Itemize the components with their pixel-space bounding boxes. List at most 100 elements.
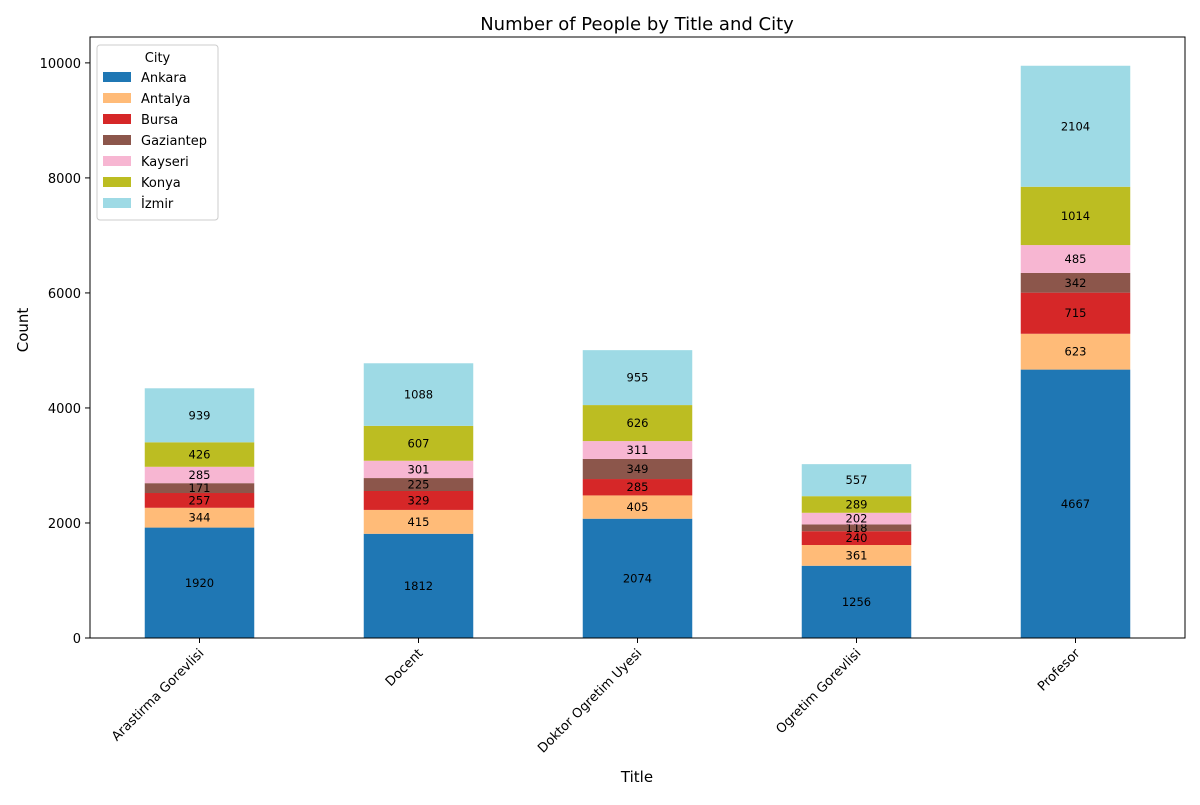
legend-entry-label: Kayseri — [141, 155, 189, 170]
bar-segment — [363, 425, 474, 461]
bar-data-label: 344 — [189, 511, 211, 525]
bar-data-label: 2074 — [623, 571, 652, 585]
bar-data-label: 485 — [1065, 252, 1087, 266]
bar-data-label: 955 — [627, 371, 649, 385]
legend-entry-label: Antalya — [141, 92, 190, 107]
legend-entry-label: İzmir — [141, 196, 174, 212]
bar-data-label: 715 — [1065, 306, 1087, 320]
bar-segment — [144, 442, 255, 467]
bar-segment — [1020, 333, 1131, 370]
y-tick-label: 4000 — [48, 402, 81, 417]
legend-swatch — [103, 72, 131, 82]
bar-segment — [801, 531, 912, 546]
bar-data-label: 285 — [189, 468, 211, 482]
x-axis-label: Title — [620, 768, 653, 786]
bar-segment — [363, 478, 474, 491]
bar-data-label: 1812 — [404, 579, 433, 593]
bar-data-label: 225 — [408, 478, 430, 492]
bar-data-label: 301 — [408, 462, 430, 476]
legend-box — [96, 44, 219, 221]
bar-data-label: 257 — [189, 493, 211, 507]
bar-segment — [801, 545, 912, 566]
bar-segment — [1020, 186, 1131, 246]
bar-segment — [1020, 369, 1131, 638]
legend-entry-label: Bursa — [141, 113, 178, 128]
bar-segment — [144, 527, 255, 638]
bar-segment — [144, 507, 255, 528]
bar-data-label: 626 — [627, 416, 649, 430]
bar-segment — [144, 493, 255, 508]
y-tick-label: 6000 — [48, 287, 81, 302]
bar-segment — [801, 496, 912, 513]
legend-title: City — [145, 51, 171, 66]
legend-entry-label: Gaziantep — [141, 134, 207, 149]
bar-data-label: 202 — [846, 512, 868, 526]
bar-segment — [582, 495, 693, 519]
bar-data-label: 1014 — [1061, 209, 1090, 223]
y-tick-label: 0 — [73, 632, 81, 647]
bar-segment — [801, 464, 912, 497]
bar-segment — [801, 565, 912, 638]
x-tick-label: Doktor Ogretim Uyesi — [535, 646, 645, 756]
bar-data-label: 342 — [1065, 276, 1087, 290]
bar-segment — [582, 458, 693, 480]
bar-data-label: 171 — [189, 481, 211, 495]
legend: City Ankara Antalya Bursa Gaziantep Kayseri Ko… — [96, 44, 219, 221]
bar-data-label: 349 — [627, 462, 649, 476]
bar-segment — [363, 509, 474, 534]
bar-segment — [1020, 245, 1131, 273]
bar-data-label: 939 — [189, 408, 211, 422]
y-axis-label: Count — [14, 308, 32, 353]
bar-data-label: 4667 — [1061, 497, 1090, 511]
bar-data-label: 607 — [408, 436, 430, 450]
legend-swatch — [103, 114, 131, 124]
y-tick-label: 2000 — [48, 517, 81, 532]
bar-data-label: 361 — [846, 548, 868, 562]
bar-segment — [363, 490, 474, 510]
bar-segment — [1020, 65, 1131, 187]
x-tick-label: Profesor — [1035, 646, 1084, 695]
y-tick-label: 8000 — [48, 172, 81, 187]
bar-data-label: 289 — [846, 497, 868, 511]
legend-entry-label: Ankara — [141, 71, 187, 86]
bar-data-label: 329 — [408, 493, 430, 507]
bar-data-label: 405 — [627, 500, 649, 514]
bar-segment — [144, 483, 255, 494]
x-tick-label: Arastirma Gorevlisi — [109, 646, 207, 744]
bar-data-label: 1920 — [185, 576, 214, 590]
bar-segment — [363, 363, 474, 426]
bar-data-label: 1088 — [404, 388, 433, 402]
bar-segment — [144, 388, 255, 443]
bar-segment — [582, 441, 693, 459]
bar-data-label: 311 — [627, 443, 649, 457]
bar-segment — [582, 405, 693, 442]
legend-swatch — [103, 93, 131, 103]
bar-segment — [144, 466, 255, 484]
bar-segment — [801, 512, 912, 525]
bar-data-label: 2104 — [1061, 119, 1090, 133]
legend-swatch — [103, 135, 131, 145]
bar-segment — [801, 524, 912, 532]
bar-segment — [1020, 272, 1131, 293]
x-tick-label: Ogretim Gorevlisi — [774, 646, 865, 737]
legend-entry-label: Konya — [141, 176, 181, 191]
chart-title: Number of People by Title and City — [480, 14, 794, 35]
legend-swatch — [103, 156, 131, 166]
bar-segment — [363, 460, 474, 479]
bar-segment — [363, 533, 474, 638]
bar-segment — [582, 479, 693, 496]
bar-data-label: 240 — [846, 531, 868, 545]
legend-swatch — [103, 177, 131, 187]
x-tick-label: Docent — [383, 646, 426, 689]
bar-data-label: 285 — [627, 480, 649, 494]
bar-data-label: 557 — [846, 473, 868, 487]
bar-data-label: 623 — [1065, 345, 1087, 359]
bar-data-label: 415 — [408, 515, 430, 529]
bar-data-label: 1256 — [842, 595, 871, 609]
bar-segment — [1020, 292, 1131, 334]
bar-segment — [582, 518, 693, 638]
bar-segment — [582, 350, 693, 406]
bar-data-label: 426 — [189, 448, 211, 462]
